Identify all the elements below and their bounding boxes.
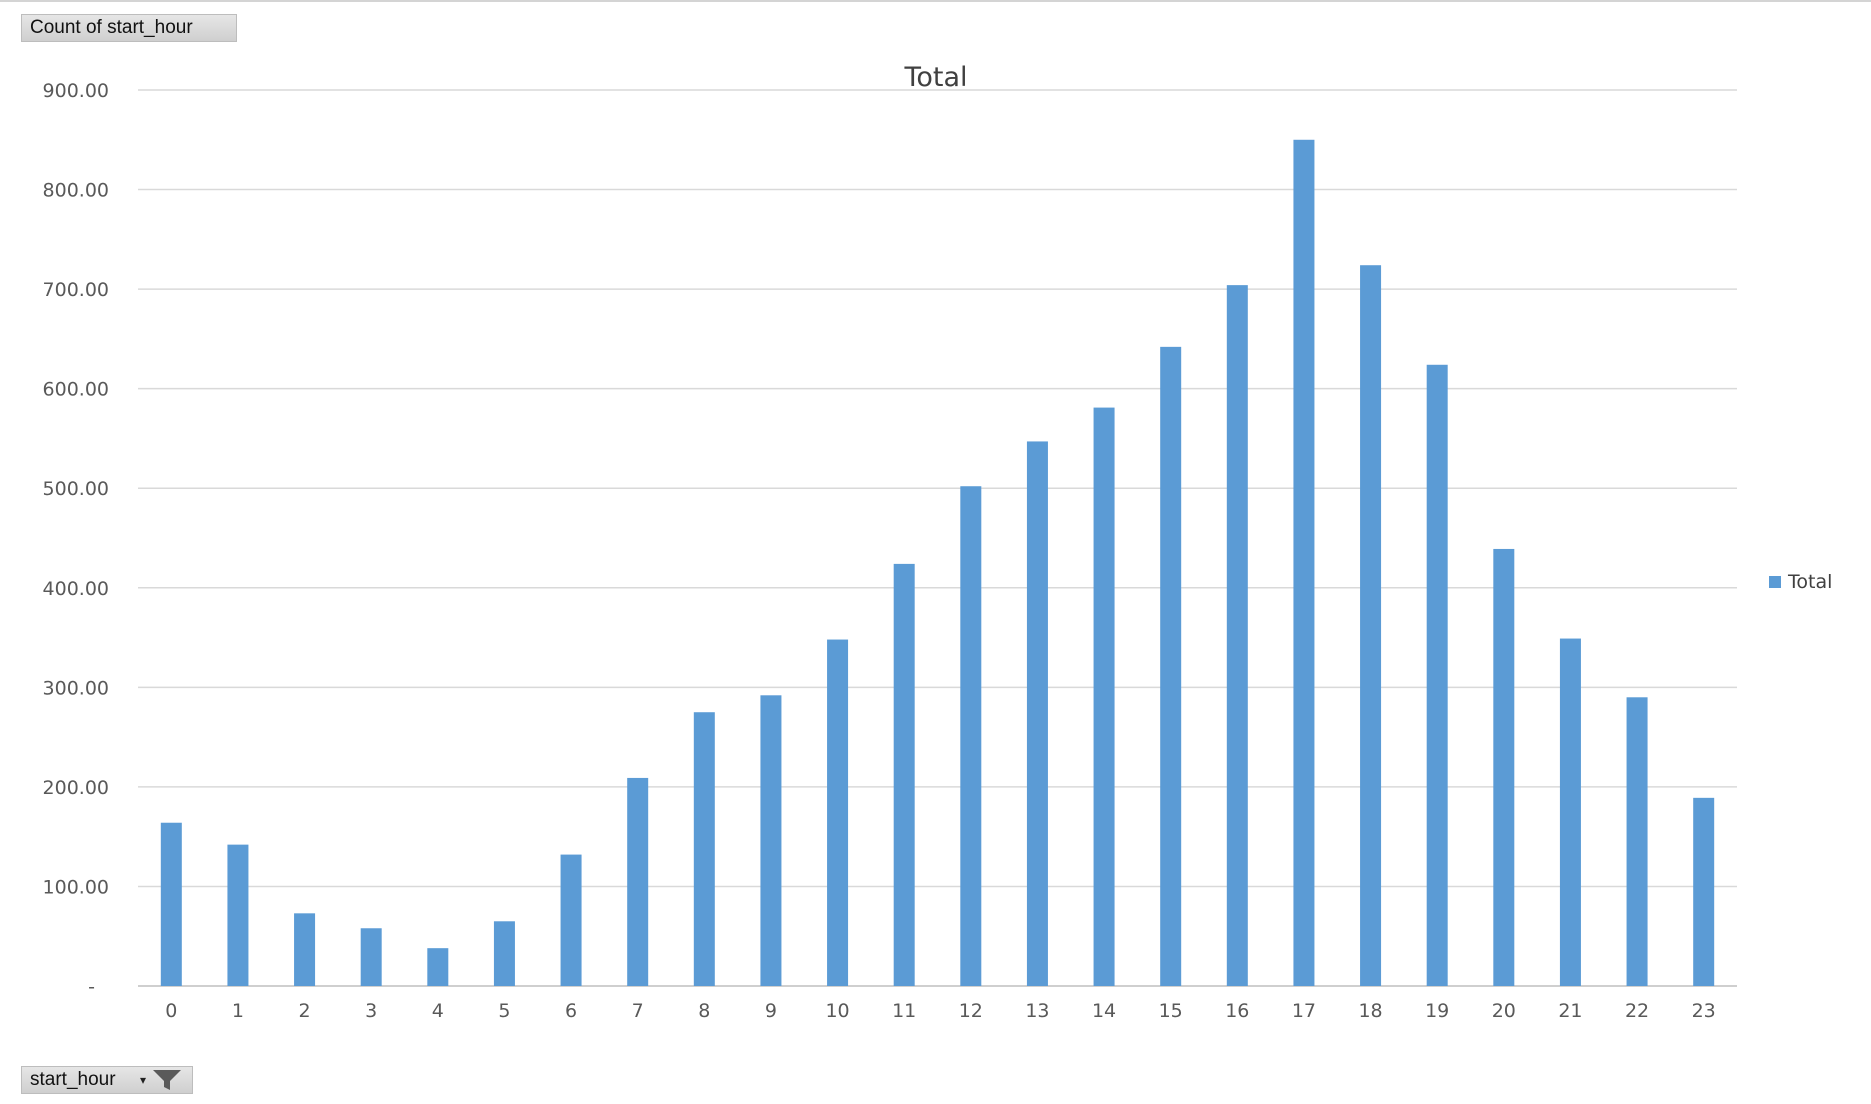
y-tick-label: 200.00 bbox=[43, 777, 109, 799]
bar-5 bbox=[493, 921, 515, 986]
bar-8 bbox=[693, 712, 715, 986]
legend-label: Total bbox=[1787, 571, 1832, 593]
bar-7 bbox=[627, 777, 649, 986]
x-tick-label: 3 bbox=[365, 1000, 377, 1022]
bar-0 bbox=[160, 822, 182, 986]
y-tick-label: 800.00 bbox=[43, 180, 109, 202]
x-tick-label: 10 bbox=[825, 1000, 849, 1022]
x-tick-label: 23 bbox=[1692, 1000, 1716, 1022]
bar-10 bbox=[827, 639, 849, 986]
bar-21 bbox=[1559, 638, 1581, 986]
x-tick-label: 15 bbox=[1159, 1000, 1183, 1022]
y-tick-label: 400.00 bbox=[43, 578, 109, 600]
bar-4 bbox=[427, 948, 449, 986]
x-tick-label: 2 bbox=[299, 1000, 311, 1022]
bar-6 bbox=[560, 854, 582, 986]
top-border bbox=[0, 0, 1871, 2]
bar-23 bbox=[1693, 797, 1715, 986]
bars bbox=[160, 139, 1715, 987]
x-tick-label: 21 bbox=[1558, 1000, 1582, 1022]
x-tick-label: 19 bbox=[1425, 1000, 1449, 1022]
x-tick-label: 12 bbox=[959, 1000, 983, 1022]
chevron-down-icon[interactable]: ▾ bbox=[139, 1073, 146, 1087]
x-tick-label: 14 bbox=[1092, 1000, 1116, 1022]
y-tick-label: - bbox=[88, 976, 95, 998]
axis-field-button[interactable]: start_hour ▾ bbox=[21, 1066, 193, 1094]
x-tick-label: 8 bbox=[698, 1000, 710, 1022]
x-tick-label: 1 bbox=[232, 1000, 244, 1022]
x-tick-label: 11 bbox=[892, 1000, 916, 1022]
bar-18 bbox=[1360, 265, 1382, 986]
x-tick-label: 0 bbox=[165, 1000, 177, 1022]
y-axis-tick-labels: - 100.00 200.00 300.00 400.00 500.00 600.00 700… bbox=[43, 80, 109, 998]
bar-11 bbox=[893, 563, 915, 986]
chart-title: Total bbox=[903, 62, 967, 93]
bar-16 bbox=[1226, 285, 1248, 986]
filter-icon[interactable] bbox=[150, 1068, 184, 1092]
bar-2 bbox=[294, 913, 316, 986]
y-tick-label: 300.00 bbox=[43, 677, 109, 699]
bar-1 bbox=[227, 844, 249, 986]
legend: Total bbox=[1769, 571, 1832, 593]
bar-19 bbox=[1426, 364, 1448, 987]
bar-12 bbox=[960, 486, 982, 986]
gridlines bbox=[138, 89, 1737, 987]
y-tick-label: 600.00 bbox=[43, 379, 109, 401]
bar-14 bbox=[1093, 407, 1115, 986]
y-tick-label: 900.00 bbox=[43, 80, 109, 102]
x-tick-label: 22 bbox=[1625, 1000, 1649, 1022]
x-tick-label: 6 bbox=[565, 1000, 577, 1022]
x-axis-tick-labels: 0 1 2 3 4 5 6 7 8 9 10 11 12 13 14 15 16 17 18 19 20 21 22 23 bbox=[165, 1000, 1716, 1022]
x-tick-label: 7 bbox=[632, 1000, 644, 1022]
x-tick-label: 20 bbox=[1492, 1000, 1516, 1022]
bar-9 bbox=[760, 695, 782, 986]
x-tick-label: 9 bbox=[765, 1000, 777, 1022]
bar-3 bbox=[360, 928, 382, 986]
value-field-button[interactable]: Count of start_hour bbox=[21, 14, 237, 42]
bar-22 bbox=[1626, 697, 1648, 986]
x-tick-label: 4 bbox=[432, 1000, 444, 1022]
bar-15 bbox=[1160, 346, 1182, 986]
y-tick-label: 100.00 bbox=[43, 876, 109, 898]
y-tick-label: 500.00 bbox=[43, 478, 109, 500]
x-tick-label: 18 bbox=[1358, 1000, 1382, 1022]
y-tick-label: 700.00 bbox=[43, 279, 109, 301]
bar-13 bbox=[1026, 441, 1048, 986]
x-tick-label: 16 bbox=[1225, 1000, 1249, 1022]
x-tick-label: 17 bbox=[1292, 1000, 1316, 1022]
bar-17 bbox=[1293, 139, 1315, 986]
legend-swatch bbox=[1769, 576, 1781, 588]
axis-field-label: start_hour bbox=[30, 1069, 116, 1090]
x-tick-label: 5 bbox=[498, 1000, 510, 1022]
bar-20 bbox=[1493, 548, 1515, 986]
x-tick-label: 13 bbox=[1025, 1000, 1049, 1022]
